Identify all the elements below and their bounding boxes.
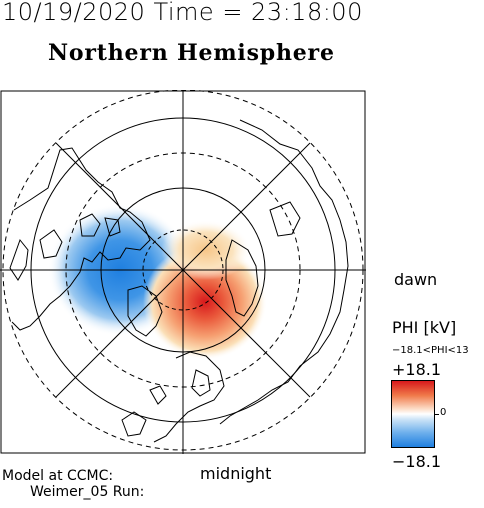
meridian-diag-2: [55, 142, 311, 398]
polar-map: [0, 90, 366, 454]
coastlines: [9, 119, 349, 443]
hemisphere-title: Northern Hemisphere: [48, 40, 335, 66]
midnight-label: midnight: [200, 464, 272, 483]
positive-potential-cell: [143, 244, 267, 360]
dawn-label: dawn: [394, 270, 438, 289]
colorbar-zero-tick: [435, 414, 439, 415]
colorbar-title: PHI [kV]: [392, 318, 457, 337]
model-label: Model at CCMC:: [2, 468, 114, 484]
meridians: [0, 90, 366, 454]
colorbar-range: −18.1<PHI<13: [392, 345, 469, 356]
datetime-title: 10/19/2020 Time = 23:18:00: [2, 0, 363, 26]
positive-potential-upper: [161, 220, 251, 280]
colorbar-min-label: −18.1: [392, 452, 442, 471]
colorbar: [391, 380, 435, 448]
colorbar-max-label: +18.1: [392, 360, 442, 379]
colorbar-zero-label: 0: [440, 407, 447, 418]
run-label: Weimer_05 Run:: [30, 484, 145, 500]
